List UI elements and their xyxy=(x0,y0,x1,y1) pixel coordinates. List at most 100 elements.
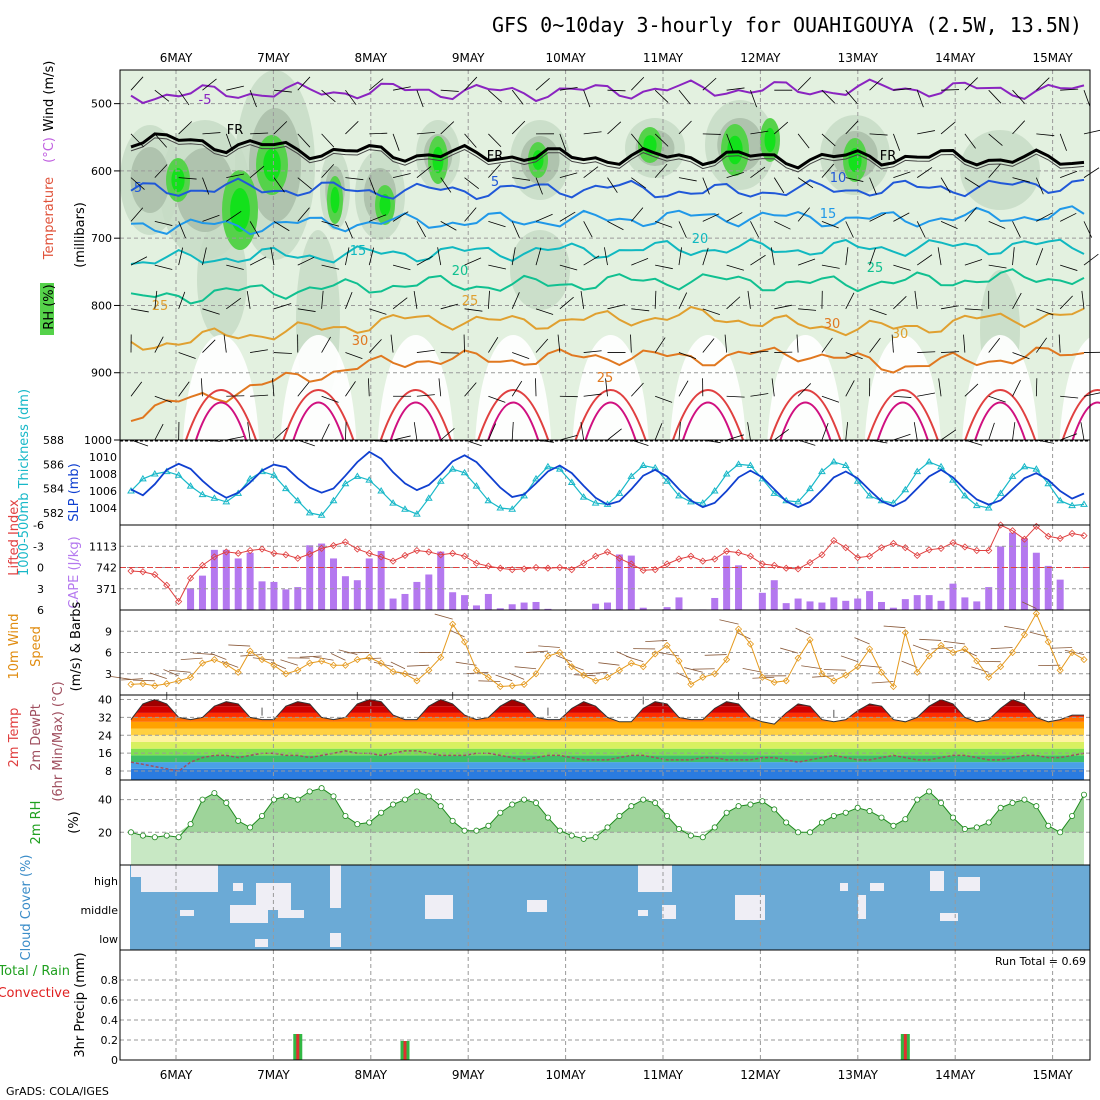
rh-marker xyxy=(151,834,158,841)
cape-bar xyxy=(520,602,528,610)
thickness-marker xyxy=(472,482,481,489)
rh-marker xyxy=(866,808,873,815)
wind-barb xyxy=(654,290,657,309)
wind-speed-marker xyxy=(1044,638,1052,646)
wind-barb xyxy=(655,264,673,270)
wind-barb xyxy=(750,221,760,238)
wind-barb xyxy=(1036,133,1055,137)
wind-barb xyxy=(392,435,411,441)
thickness-marker xyxy=(222,497,231,505)
wind-barb xyxy=(1060,433,1078,441)
wind-barb xyxy=(678,352,697,360)
date-axes: 6MAY 6MAY 7MAY 7MAY 8MAY 8MAY 9MAY 9MAY 10MAY 10M… xyxy=(160,51,1074,1082)
cloud-cell xyxy=(425,895,453,919)
wind-barb xyxy=(416,90,424,108)
wind-barb xyxy=(655,220,673,228)
wind-barb xyxy=(869,247,876,266)
isotherm-line xyxy=(130,137,1085,173)
isotherm-line xyxy=(130,177,1085,201)
wind-barb xyxy=(631,207,644,222)
wind-barb xyxy=(678,292,688,309)
thickness-marker xyxy=(806,484,814,492)
wind-barb xyxy=(225,133,233,151)
wind-barb xyxy=(750,350,769,353)
wind-barb xyxy=(678,120,692,135)
wind-barb xyxy=(869,213,886,222)
wind-barb xyxy=(226,297,242,310)
wind-barb xyxy=(273,177,285,193)
wind-barb xyxy=(321,89,336,103)
wind-barb xyxy=(297,308,316,312)
rh-marker xyxy=(330,793,337,800)
thickness-marker xyxy=(1032,465,1041,472)
wind-barb xyxy=(321,290,324,309)
li-marker xyxy=(746,552,755,560)
rh-marker xyxy=(306,788,313,795)
wind-barb xyxy=(940,121,956,135)
ytick-right: 1004 xyxy=(89,502,117,515)
isotherm-line xyxy=(130,268,1085,305)
rh-marker xyxy=(818,819,825,826)
wind-barb xyxy=(702,177,710,195)
li-marker xyxy=(806,558,814,567)
wind-barb xyxy=(392,264,411,271)
thickness-marker xyxy=(960,491,969,499)
wind-barb xyxy=(1059,212,1077,222)
cape-bar xyxy=(1056,579,1064,610)
wind-speed-marker xyxy=(484,673,492,681)
rh-marker xyxy=(413,788,420,795)
wind-barb xyxy=(464,133,477,148)
rh-region xyxy=(130,147,170,213)
isotherm-line xyxy=(130,305,1085,351)
rh-marker xyxy=(699,834,706,841)
cape-bar xyxy=(770,580,778,610)
cloud-cell xyxy=(330,890,341,908)
thickness-marker xyxy=(710,487,719,494)
contour-label: 15 xyxy=(820,207,837,222)
isotherm-arc xyxy=(584,401,637,441)
cape-bar xyxy=(461,595,469,610)
wind-barb xyxy=(130,439,149,447)
wind-speed-marker xyxy=(139,680,147,688)
wind-barb xyxy=(240,654,263,657)
rh-marker xyxy=(449,817,456,824)
cape-bar xyxy=(985,587,993,610)
wind-barb xyxy=(178,89,190,106)
thickness-marker xyxy=(841,461,850,468)
cape-bar xyxy=(997,546,1005,610)
wind-barb xyxy=(797,383,812,397)
wind-barb xyxy=(797,177,814,189)
ytick-label: 0.2 xyxy=(101,1034,119,1047)
thickness-marker xyxy=(496,504,505,511)
wind-barb xyxy=(988,422,995,441)
cape-bar xyxy=(615,554,623,610)
rh-marker xyxy=(759,798,766,805)
wind-speed-marker xyxy=(687,680,695,688)
cloud-level-label: low xyxy=(99,933,118,946)
cloud-cell xyxy=(330,933,341,947)
wind-barb xyxy=(178,247,184,266)
rh-marker xyxy=(342,812,349,819)
temp-band xyxy=(131,762,1084,769)
wind-barb xyxy=(869,77,884,91)
cape-bar xyxy=(961,597,969,610)
wind-barb xyxy=(821,337,833,353)
li-marker xyxy=(758,560,766,568)
wind-speed-marker xyxy=(770,678,778,686)
wind-barb xyxy=(916,254,933,266)
rh-marker xyxy=(961,826,968,833)
wind10m-panel: 3 6 9 10m Wind Speed (m/s) & Barbs xyxy=(7,601,1090,695)
wind-barb xyxy=(654,423,663,441)
wind-barb xyxy=(821,133,836,147)
wind-barb xyxy=(321,423,330,441)
cape-bar xyxy=(306,545,314,610)
li-marker xyxy=(782,564,790,572)
wind-speed-marker xyxy=(925,652,933,660)
wind-speed-marker xyxy=(341,661,349,669)
wind-barb xyxy=(845,292,855,310)
wind-barb xyxy=(440,177,452,193)
cape-bar xyxy=(627,555,635,610)
temp-band xyxy=(131,721,1084,729)
wind-barb xyxy=(345,352,363,359)
wind-barb xyxy=(273,303,292,310)
